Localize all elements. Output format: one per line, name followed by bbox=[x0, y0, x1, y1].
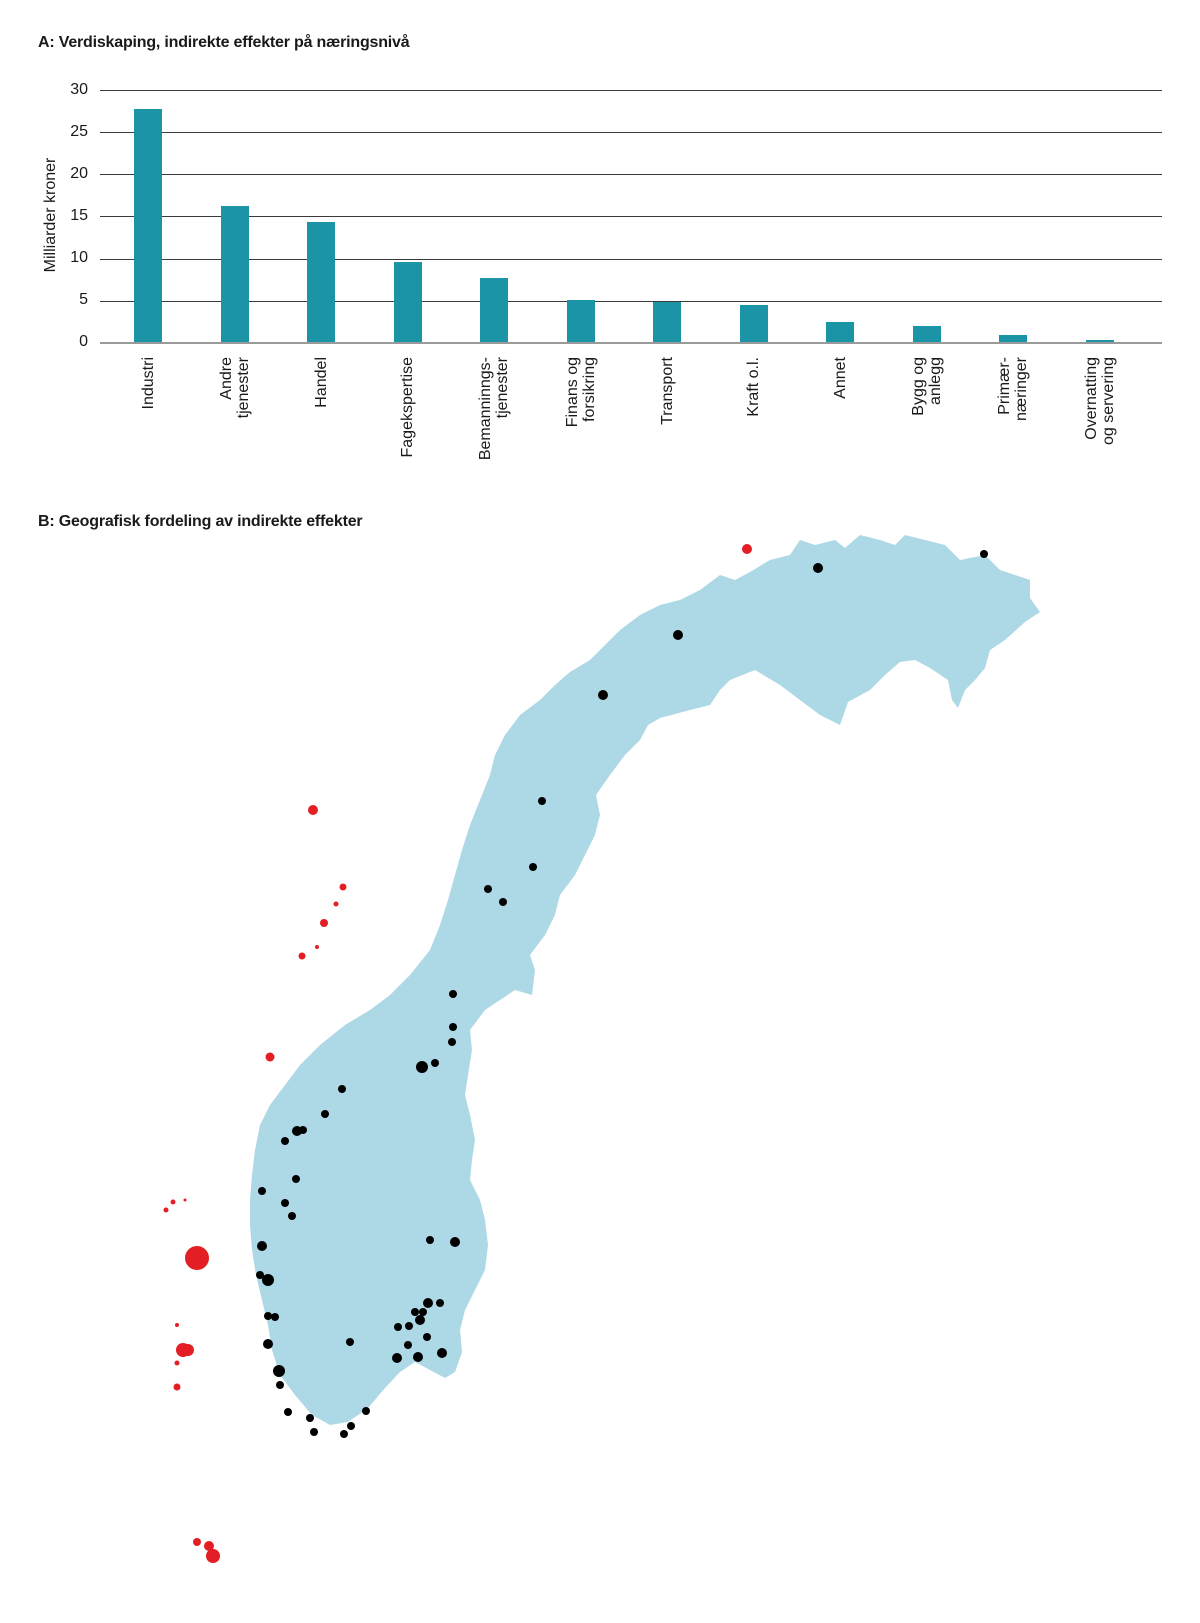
bar-bygg-og-anlegg bbox=[912, 326, 941, 343]
panel-b-title: B: Geografisk fordeling av indirekte eff… bbox=[38, 513, 363, 530]
bar-industri bbox=[134, 108, 162, 343]
y-tick-0: 0 bbox=[79, 333, 88, 350]
x-label: Bygg og anlegg bbox=[909, 357, 944, 416]
bar-annet bbox=[826, 321, 854, 343]
x-label: Bemanninngs- tjenester bbox=[477, 357, 511, 461]
y-tick-25: 25 bbox=[70, 123, 88, 140]
gridline-10 bbox=[100, 259, 1162, 260]
x-label: Annet bbox=[831, 357, 849, 399]
bar-handel bbox=[307, 221, 335, 343]
x-label: Handel bbox=[312, 357, 330, 408]
norway-land-shape bbox=[250, 535, 1040, 1425]
x-label: Kraft o.l. bbox=[745, 357, 762, 417]
y-tick-5: 5 bbox=[79, 291, 88, 308]
gridline-15 bbox=[100, 216, 1162, 217]
x-label: Fagekspertise bbox=[399, 357, 416, 458]
y-tick-15: 15 bbox=[70, 207, 88, 224]
bar-transport bbox=[653, 301, 681, 343]
norway-map bbox=[163, 535, 1040, 1563]
bar-bemanninngs-tjenester bbox=[480, 278, 508, 343]
gridline-20 bbox=[100, 174, 1162, 175]
panel-a-title: A: Verdiskaping, indirekte effekter på n… bbox=[38, 34, 410, 51]
gridline-5 bbox=[100, 301, 1162, 302]
x-axis-baseline bbox=[100, 342, 1162, 344]
onshore-dots-group bbox=[256, 550, 988, 1438]
bar-andre-tjenester bbox=[220, 205, 249, 343]
gridline-25 bbox=[100, 132, 1162, 133]
y-tick-30: 30 bbox=[70, 81, 88, 98]
x-label: Andre tjenester bbox=[217, 357, 252, 419]
x-label: Primær- næringer bbox=[996, 357, 1030, 422]
x-label: Transport bbox=[658, 357, 676, 425]
y-tick-10: 10 bbox=[70, 249, 88, 266]
bar-primær-næringer bbox=[999, 334, 1027, 343]
y-tick-20: 20 bbox=[70, 165, 88, 182]
bar-finans-og-forsikring bbox=[566, 299, 595, 343]
bar-overnatting-og-servering bbox=[1085, 339, 1114, 343]
x-label: Industri bbox=[139, 357, 157, 410]
x-label: Finans og forsikring bbox=[563, 357, 598, 428]
gridline-30 bbox=[100, 90, 1162, 91]
bar-kraft-o-l bbox=[739, 305, 768, 343]
x-label: Overnatting og servering bbox=[1082, 357, 1117, 446]
offshore-dots-group bbox=[163, 544, 752, 1563]
bar-fagekspertise bbox=[393, 262, 422, 343]
